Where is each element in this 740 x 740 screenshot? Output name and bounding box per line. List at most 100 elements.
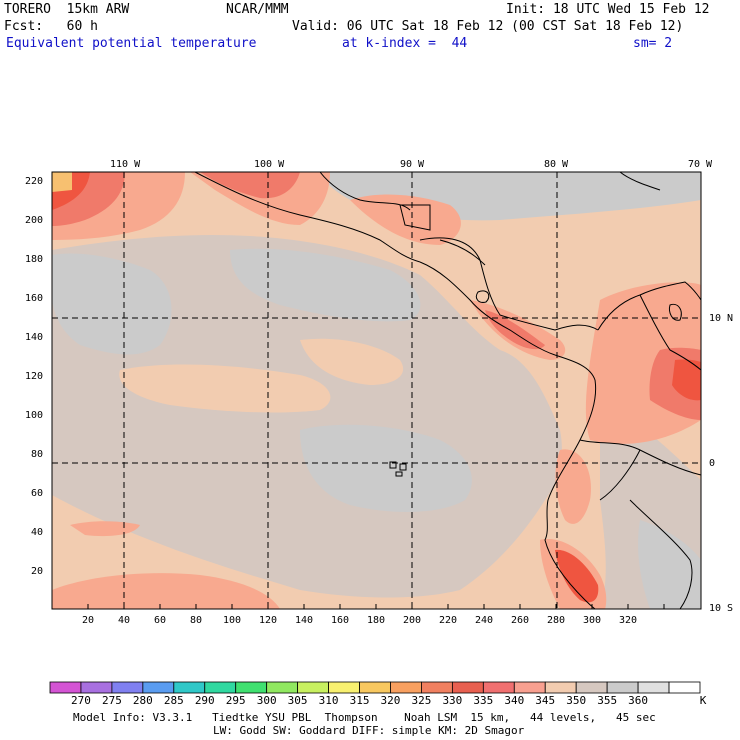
colorbar-label: 330 <box>442 694 463 707</box>
y-tick-label: 100 <box>25 410 44 421</box>
colorbar-label: 320 <box>380 694 401 707</box>
colorbar-label: 290 <box>194 694 215 707</box>
x-tick-label: 80 <box>190 615 203 626</box>
colorbar-label: 345 <box>535 694 556 707</box>
coast-lake-maracaibo <box>669 303 682 321</box>
x-tick-marks <box>87 604 665 609</box>
field-name: Equivalent potential temperature <box>6 36 257 51</box>
coast-yucatan <box>319 172 411 211</box>
x-tick-label: 200 <box>403 615 422 626</box>
init-time: Init: 18 UTC Wed 15 Feb 12 <box>506 2 710 17</box>
region-335-sw2 <box>70 521 140 537</box>
region-340-inner <box>119 364 331 413</box>
colorbar-label: 280 <box>132 694 153 707</box>
region-330-panama <box>485 310 545 350</box>
colorbar-label: 315 <box>349 694 370 707</box>
x-tick-label: 160 <box>331 615 350 626</box>
x-tick-label: 140 <box>295 615 314 626</box>
x-tick-label: 120 <box>259 615 278 626</box>
coast-galapagos3 <box>395 471 403 477</box>
region-340-inner2 <box>300 338 404 385</box>
region-350-south <box>300 424 472 512</box>
colorbar-label: 355 <box>597 694 618 707</box>
y-tick-label: 160 <box>25 293 44 304</box>
y-tick-label: 140 <box>25 332 44 343</box>
forecast-hour: Fcst: 60 h <box>4 19 98 34</box>
physics-info: LW: Godd SW: Goddard DIFF: simple KM: 2D… <box>213 724 525 737</box>
region-335-ca <box>350 194 461 245</box>
colorbar-label: 335 <box>473 694 494 707</box>
region-350-east <box>638 520 701 609</box>
lat-label-10s: 10 S <box>709 603 734 614</box>
colorbar-label: 325 <box>411 694 432 707</box>
border-ca1 <box>399 204 431 231</box>
lat-label-0: 0 <box>709 458 716 469</box>
colorbar-unit: K <box>699 694 707 707</box>
coastlines <box>194 172 701 609</box>
colorbar-label: 275 <box>101 694 122 707</box>
coast-ca-caribbean <box>419 237 599 331</box>
graticule <box>52 172 701 609</box>
x-tick-label: 100 <box>223 615 242 626</box>
region-320-corner <box>52 172 72 192</box>
colorbar-label: 270 <box>71 694 91 707</box>
x-tick-label: 260 <box>511 615 530 626</box>
region-350-mid <box>230 248 421 322</box>
y-tick-label: 60 <box>31 488 44 499</box>
border-ven <box>639 294 701 371</box>
lon-label-110w: 110 W <box>110 159 141 170</box>
x-tick-label: 20 <box>82 615 95 626</box>
x-tick-label: 40 <box>118 615 131 626</box>
lon-label-80w: 80 W <box>544 159 569 170</box>
valid-time: Valid: 06 UTC Sat 18 Feb 12 (00 CST Sat … <box>292 19 684 34</box>
colorbar-label: 305 <box>287 694 308 707</box>
x-tick-label: 280 <box>547 615 566 626</box>
border-peru-colombia <box>599 449 641 501</box>
x-tick-label: 300 <box>583 615 602 626</box>
coast-ca-pacific <box>419 261 556 356</box>
coast-mexico <box>194 172 421 263</box>
lon-label-90w: 90 W <box>400 159 425 170</box>
y-tick-label: 220 <box>25 176 44 187</box>
colorbar-label: 340 <box>504 694 525 707</box>
y-tick-label: 120 <box>25 371 44 382</box>
y-tick-label: 40 <box>31 527 44 538</box>
x-tick-label: 240 <box>475 615 494 626</box>
colorbar-label: 360 <box>628 694 649 707</box>
colorbar-label: 300 <box>256 694 277 707</box>
coast-galapagos2 <box>399 463 407 471</box>
coast-cuba <box>619 172 661 191</box>
colorbar-label: 295 <box>225 694 246 707</box>
y-tick-label: 20 <box>31 566 44 577</box>
region-330-mexico <box>200 172 300 199</box>
lat-label-10n: 10 N <box>709 313 734 324</box>
colorbar-label: 350 <box>566 694 587 707</box>
level-label: at k-index = 44 <box>342 36 468 51</box>
coast-lake-nic <box>475 290 490 303</box>
coast-sa-pacific <box>544 354 597 609</box>
x-tick-label: 60 <box>154 615 167 626</box>
region-325-peru <box>555 549 599 603</box>
x-tick-label: 180 <box>367 615 386 626</box>
x-tick-label: 320 <box>619 615 638 626</box>
theta-e-field <box>52 172 701 609</box>
lon-label-70w: 70 W <box>688 159 713 170</box>
model-title: TORERO 15km ARW <box>4 2 130 17</box>
coast-galapagos1 <box>389 461 397 469</box>
smoothing-label: sm= 2 <box>633 36 673 51</box>
org-label: NCAR/MMM <box>226 2 289 17</box>
y-tick-label: 180 <box>25 254 44 265</box>
region-350-west <box>52 253 172 355</box>
lon-label-100w: 100 W <box>254 159 285 170</box>
colorbar-label: 285 <box>163 694 184 707</box>
region-335-sw <box>52 573 280 609</box>
colorbar-label: 310 <box>318 694 339 707</box>
model-info: Model Info: V3.3.1 Tiedtke YSU PBL Thomp… <box>73 711 656 724</box>
y-tick-label: 200 <box>25 215 44 226</box>
border-ca2 <box>439 239 486 266</box>
y-tick-label: 80 <box>31 449 44 460</box>
x-tick-label: 220 <box>439 615 458 626</box>
coast-colombia <box>597 281 701 331</box>
region-325-colombia <box>672 359 701 401</box>
